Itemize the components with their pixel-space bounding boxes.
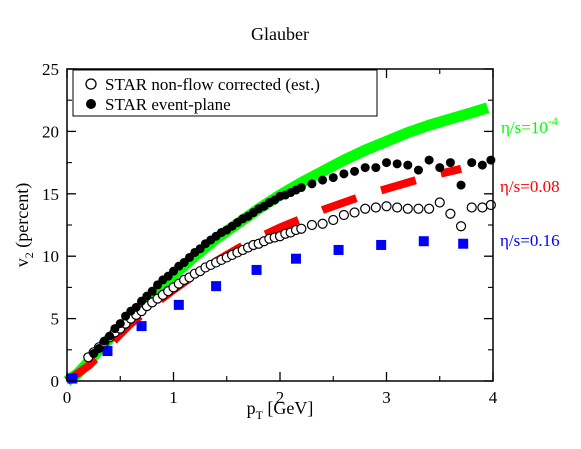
star-nonflow-point [455, 221, 467, 232]
series-eta-s-0-16-point [333, 244, 344, 255]
y-axis-label-sub: 2 [22, 252, 36, 258]
series-layer [63, 102, 490, 386]
star-nonflow-point [360, 203, 371, 214]
star-nonflow-point [466, 202, 477, 213]
star-eventplane-point [339, 169, 349, 179]
star-nonflow-point [338, 209, 349, 221]
star-eventplane-point [360, 163, 370, 173]
y-tick-label: 25 [42, 60, 59, 79]
y-axis-label-main: v [12, 258, 32, 267]
star-nonflow-point [306, 219, 318, 231]
series-eta-s-0-16-point [418, 236, 429, 247]
star-nonflow-point [434, 197, 445, 208]
star-eventplane-point [467, 158, 477, 168]
series-label-eta-s-1e-4: η/s=10-4 [501, 114, 558, 137]
series-label-eta-s-1e-4-main: η/s=10 [501, 118, 548, 137]
y-tick-label: 0 [51, 372, 60, 391]
star-nonflow-point [445, 208, 456, 219]
star-eventplane-point [413, 165, 423, 175]
series-eta-s-0-16-point [102, 346, 113, 357]
series-eta-s-0-16-point [376, 239, 387, 250]
star-eventplane-point [403, 160, 413, 170]
series-eta-s-0-16-point [290, 253, 301, 264]
series-label-eta-s-0-08: η/s=0.08 [500, 177, 560, 196]
star-eventplane-point [392, 159, 402, 169]
x-tick-label: 4 [489, 388, 498, 407]
star-eventplane-point [131, 302, 141, 312]
star-eventplane-point [328, 173, 338, 183]
star-eventplane-point [296, 183, 306, 193]
star-eventplane-point [486, 155, 496, 165]
star-eventplane-point [147, 286, 157, 296]
series-eta-s-0-16-point [458, 238, 469, 249]
star-nonflow-point [424, 203, 435, 214]
star-eventplane-point [371, 163, 381, 173]
x-axis-label-main: p [247, 398, 256, 418]
series-eta-s-0-16-point [173, 299, 184, 310]
chart-title: Glauber [251, 24, 309, 44]
star-eventplane-point [350, 166, 360, 176]
series-eta-s-0-16-point [136, 321, 147, 332]
x-tick-label: 3 [382, 388, 391, 407]
series-label-eta-s-0-16: η/s=0.16 [500, 231, 560, 250]
star-eventplane-point [307, 179, 317, 189]
star-eventplane-point [445, 158, 455, 168]
x-axis-label: pT [GeV] [247, 398, 314, 422]
x-tick-label: 1 [169, 388, 178, 407]
series-eta-s-0-16-point [67, 373, 78, 384]
star-nonflow-point [392, 202, 403, 213]
star-nonflow-point [328, 214, 339, 226]
star-eventplane-point [105, 331, 115, 341]
star-nonflow-point [477, 202, 488, 213]
y-tick-label: 5 [51, 310, 60, 329]
star-nonflow-point [413, 203, 424, 214]
x-tick-label: 0 [63, 388, 72, 407]
y-axis-ticks: 0 5 10 15 20 25 [42, 60, 493, 391]
legend-label-nonflow: STAR non-flow corrected (est.) [105, 75, 320, 94]
star-nonflow-point [402, 203, 413, 214]
y-tick-label: 10 [42, 247, 59, 266]
star-eventplane-point [115, 319, 125, 329]
series-eta-s-0-16-point [211, 281, 222, 292]
x-axis-label-sub: T [256, 408, 264, 422]
star-eventplane-point [318, 175, 328, 185]
x-axis-label-unit: [GeV] [263, 398, 313, 418]
legend-filled-circle-marker [86, 99, 96, 109]
star-nonflow-point [370, 202, 381, 213]
series-label-eta-s-1e-4-exponent: -4 [548, 114, 558, 128]
star-eventplane-point [456, 180, 466, 190]
star-eventplane-point [424, 155, 434, 165]
star-nonflow-point [296, 223, 307, 234]
legend-label-eventplane: STAR event-plane [105, 95, 231, 114]
series-eta-s-0-16-point [251, 264, 262, 275]
star-nonflow-point [317, 218, 328, 229]
star-eventplane-point [94, 344, 104, 354]
star-nonflow-point [381, 201, 392, 212]
star-nonflow-point [485, 199, 496, 211]
y-axis-label-unit: (percent) [12, 183, 33, 252]
legend-box [72, 69, 378, 117]
x-tick-label: 2 [276, 388, 285, 407]
star-eventplane-point [382, 158, 391, 168]
star-nonflow-point [349, 207, 360, 218]
y-tick-label: 15 [42, 185, 59, 204]
y-axis-label: v2 (percent) [12, 183, 36, 267]
star-eventplane-point [435, 163, 445, 173]
y-tick-label: 20 [42, 122, 59, 141]
legend-open-circle-marker [85, 78, 97, 90]
legend: STAR non-flow corrected (est.) STAR even… [72, 69, 378, 117]
star-eventplane-point [477, 160, 487, 170]
